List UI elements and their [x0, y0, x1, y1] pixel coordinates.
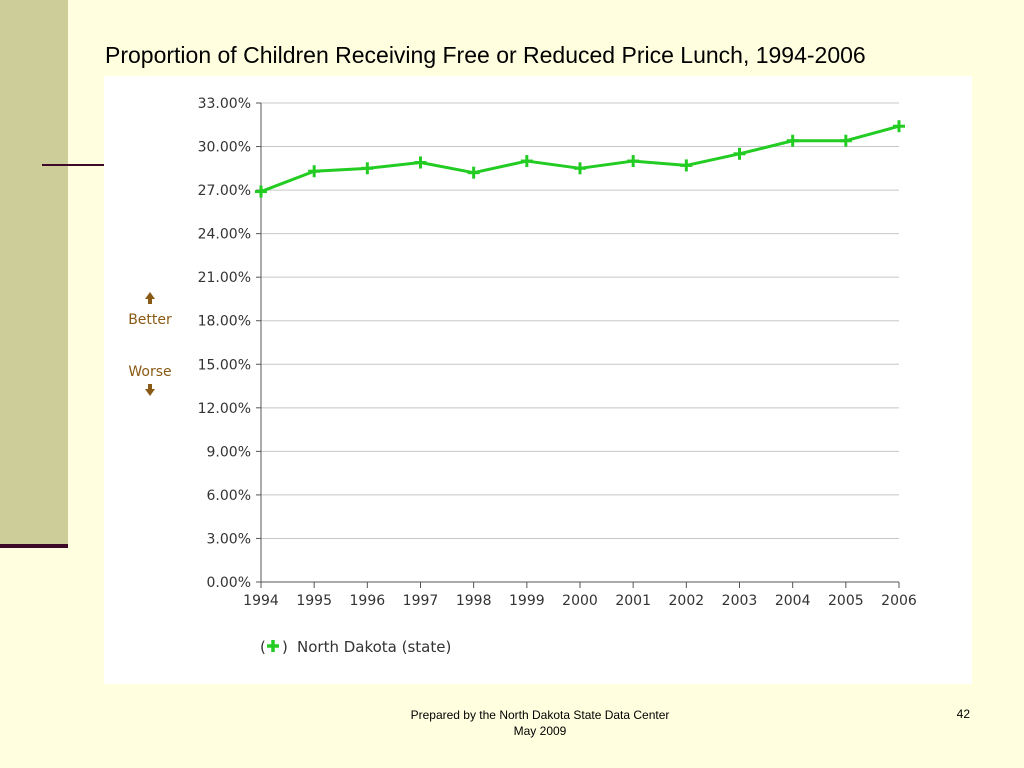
legend-plus-icon: [267, 640, 279, 652]
x-tick-label: 2000: [562, 593, 598, 609]
data-point-marker: [308, 165, 321, 178]
y-tick-label: 18.00%: [198, 314, 251, 330]
data-point-marker: [627, 155, 640, 168]
legend-close-paren: ): [282, 638, 288, 656]
y-tick-label: 27.00%: [198, 183, 251, 199]
y-tick-labels: 0.00% 3.00% 6.00% 9.00% 12.00% 15.00% 18.00% 21…: [198, 96, 251, 591]
y-tick-label: 24.00%: [198, 227, 251, 243]
x-tick-label: 2001: [615, 593, 651, 609]
axes: [256, 102, 900, 588]
data-point-marker: [839, 134, 852, 147]
x-tick-label: 2005: [828, 593, 864, 609]
worse-label: Worse: [128, 364, 171, 380]
y-tick-label: 30.00%: [198, 140, 251, 156]
slide-number: 42: [956, 707, 970, 721]
data-point-marker: [414, 156, 427, 169]
data-point-marker: [786, 134, 799, 147]
data-point-marker: [733, 147, 746, 160]
x-tick-label: 1999: [509, 593, 545, 609]
x-tick-label: 2002: [669, 593, 705, 609]
y-tick-label: 15.00%: [198, 357, 251, 373]
series-line: [260, 124, 900, 193]
x-tick-label: 2003: [722, 593, 758, 609]
data-point-marker: [361, 162, 374, 175]
chart-panel: 0.00% 3.00% 6.00% 9.00% 12.00% 15.00% 18.00% 21…: [104, 76, 972, 684]
x-tick-label: 1994: [243, 593, 279, 609]
data-point-marker: [574, 162, 586, 175]
x-tick-labels: 1994 1995 1996 1997 1998 1999 2000 2001 2002 2003…: [243, 593, 917, 609]
slide-title: Proportion of Children Receiving Free or…: [105, 42, 866, 68]
data-point-marker: [467, 166, 480, 179]
y-tick-label: 9.00%: [207, 444, 251, 460]
legend: ( ) North Dakota (state): [260, 638, 451, 656]
direction-indicator: Better Worse: [128, 292, 172, 396]
data-point-marker: [255, 185, 267, 198]
worse-arrow-icon: [145, 384, 155, 396]
x-tick-label: 1996: [350, 593, 386, 609]
line-chart: 0.00% 3.00% 6.00% 9.00% 12.00% 15.00% 18.00% 21…: [128, 96, 917, 656]
y-tick-label: 12.00%: [198, 401, 251, 417]
y-tick-label: 0.00%: [207, 575, 251, 591]
x-tick-label: 2006: [881, 593, 917, 609]
accent-line: [42, 164, 104, 166]
footer-credit-line-2: May 2009: [513, 724, 567, 738]
sidebar-panel: [0, 0, 68, 548]
y-tick-label: 33.00%: [198, 96, 251, 112]
x-tick-label: 1997: [403, 593, 439, 609]
footer-credit: Prepared by the North Dakota State Data …: [340, 707, 740, 739]
series-north-dakota: [255, 120, 905, 198]
x-tick-label: 2004: [775, 593, 811, 609]
data-point-marker: [520, 155, 533, 168]
x-tick-label: 1995: [296, 593, 332, 609]
legend-open-paren: (: [260, 638, 266, 656]
y-tick-label: 6.00%: [207, 488, 251, 504]
y-tick-label: 3.00%: [207, 531, 251, 547]
better-arrow-icon: [145, 292, 155, 304]
better-label: Better: [128, 312, 172, 328]
data-point-marker: [893, 120, 905, 133]
y-tick-label: 21.00%: [198, 270, 251, 286]
x-tick-label: 1998: [456, 593, 492, 609]
data-point-marker: [680, 159, 693, 172]
sidebar-rule: [0, 544, 68, 548]
footer-credit-line-1: Prepared by the North Dakota State Data …: [410, 708, 670, 722]
legend-series-label: North Dakota (state): [297, 638, 451, 656]
